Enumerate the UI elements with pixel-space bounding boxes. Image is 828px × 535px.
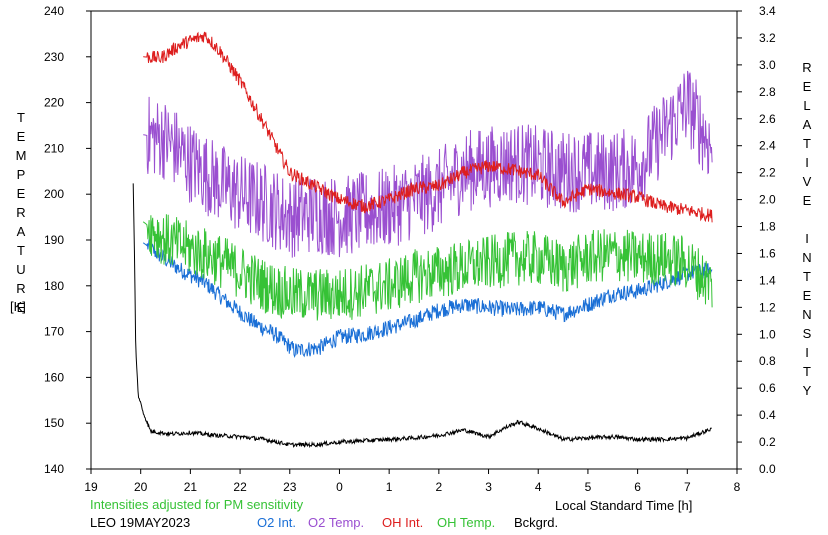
y-left-tick-label: 140 <box>44 462 64 476</box>
axis-title-letter: V <box>802 174 812 189</box>
x-tick-label: 2 <box>436 480 443 494</box>
y-right-tick-label: 3.0 <box>759 58 776 72</box>
y-right-tick-label: 2.2 <box>759 166 776 180</box>
y-right-tick-label: 2.8 <box>759 85 776 99</box>
y-right-tick-label: 2.6 <box>759 112 776 126</box>
series-line-o2-temp <box>143 70 713 258</box>
x-tick-label: 5 <box>585 480 592 494</box>
axis-title-letter: S <box>802 326 812 341</box>
axis-title-letter: L <box>803 98 811 113</box>
y-right-tick-label: 1.2 <box>759 300 776 314</box>
left-axis-unit: [K] <box>10 299 26 314</box>
x-tick-label: 8 <box>734 480 741 494</box>
y-right-tick-label: 0.6 <box>759 381 776 395</box>
y-right-tick-label: 3.4 <box>759 4 776 18</box>
y-right-tick-label: 1.8 <box>759 220 776 234</box>
x-tick-label: 0 <box>336 480 343 494</box>
axis-title-letter: N <box>802 307 812 322</box>
legend-bckgrd: Bckgrd. <box>514 515 559 530</box>
axis-title-letter: U <box>16 262 26 277</box>
legend-oh-temp: OH Temp. <box>437 515 496 530</box>
x-tick-label: 4 <box>535 480 542 494</box>
y-left-tick-label: 160 <box>44 370 64 384</box>
axis-title-letter: I <box>805 345 809 360</box>
y-right-tick-label: 1.4 <box>759 273 776 287</box>
axis-title-letter: T <box>803 136 811 151</box>
y-left-tick-label: 150 <box>44 416 64 430</box>
y-right-tick-label: 3.2 <box>759 31 776 45</box>
axis-title-letter: T <box>803 269 811 284</box>
axis-title-letter: R <box>802 60 812 75</box>
legend-oh-int: OH Int. <box>382 515 424 530</box>
y-left-tick-label: 220 <box>44 96 64 110</box>
axis-title-letter: A <box>802 117 812 132</box>
x-tick-label: 21 <box>184 480 198 494</box>
x-tick-label: 22 <box>233 480 247 494</box>
y-left-tick-label: 230 <box>44 50 64 64</box>
axis-title-letter: E <box>16 129 26 144</box>
pm-sensitivity-note: Intensities adjusted for PM sensitivity <box>90 497 304 512</box>
x-tick-label: 1 <box>386 480 393 494</box>
axis-title-letter: E <box>16 300 26 315</box>
legend-o2-temp: O2 Temp. <box>308 515 365 530</box>
y-right-tick-label: 1.0 <box>759 327 776 341</box>
series-line-oh-int <box>143 31 713 223</box>
axis-title-letter: E <box>16 186 26 201</box>
legend-o2-int: O2 Int. <box>257 515 297 530</box>
axis-title-letter: M <box>15 148 27 163</box>
x-tick-label: 3 <box>485 480 492 494</box>
y-left-tick-label: 180 <box>44 279 64 293</box>
axis-title-letter: I <box>805 231 809 246</box>
y-right-tick-label: 1.6 <box>759 246 776 260</box>
y-left-tick-label: 210 <box>44 141 64 155</box>
axis-title-letter: R <box>16 205 26 220</box>
y-left-tick-label: 170 <box>44 325 64 339</box>
y-right-tick-label: 2.0 <box>759 193 776 207</box>
station-date-label: LEO 19MAY2023 <box>90 515 191 530</box>
y-left-tick-label: 200 <box>44 187 64 201</box>
series-line-o2-int <box>142 239 713 358</box>
axis-title-letter <box>800 210 814 229</box>
series-line-bckgrd <box>132 183 712 448</box>
axis-title-letter: T <box>803 364 811 379</box>
axis-title-letter: A <box>16 224 26 239</box>
y-right-tick-label: 0.8 <box>759 354 776 368</box>
x-tick-label: 23 <box>283 480 297 494</box>
axis-title-letter: T <box>17 110 25 125</box>
x-tick-label: 7 <box>684 480 691 494</box>
series-line-oh-temp <box>142 214 713 321</box>
y-left-tick-label: 240 <box>44 4 64 18</box>
x-tick-label: 20 <box>134 480 148 494</box>
axis-title-letter: N <box>802 250 812 265</box>
y-left-tick-label: 190 <box>44 233 64 247</box>
axis-title-letter: E <box>802 193 812 208</box>
axis-title-letter: P <box>16 167 26 182</box>
axis-title-letter: I <box>805 155 809 170</box>
y-right-tick-label: 0.0 <box>759 462 776 476</box>
axis-title-letter: E <box>802 288 812 303</box>
y-right-tick-label: 0.4 <box>759 408 776 422</box>
y-right-tick-label: 2.4 <box>759 139 776 153</box>
axis-title-letter: Y <box>802 383 812 398</box>
axis-title-letter: R <box>16 281 26 296</box>
axis-title-letter: E <box>802 79 812 94</box>
y-right-tick-label: 0.2 <box>759 435 776 449</box>
x-axis-title: Local Standard Time [h] <box>555 498 693 513</box>
x-tick-label: 6 <box>634 480 641 494</box>
axis-title-letter: T <box>17 243 25 258</box>
x-tick-label: 19 <box>84 480 98 494</box>
